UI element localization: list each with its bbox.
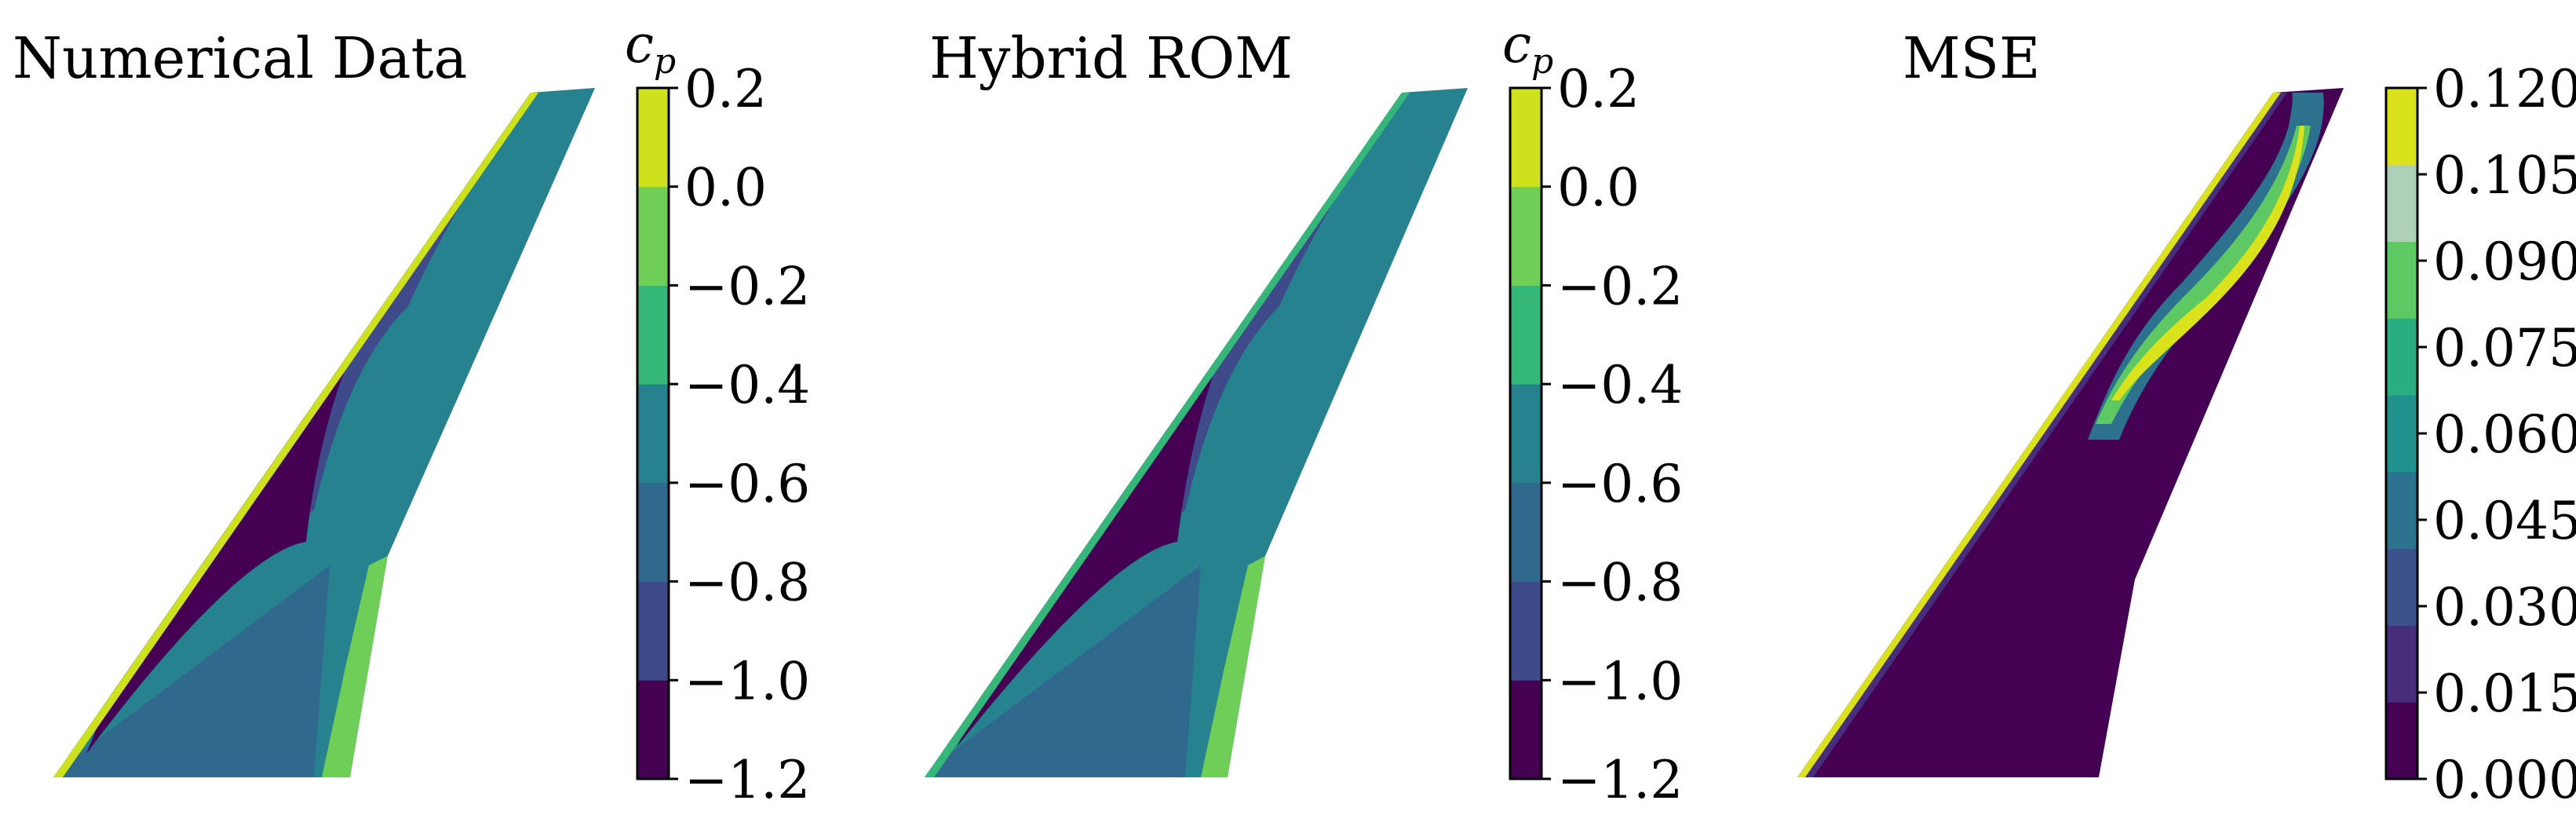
colorbar-tick-label: 0.090: [2433, 232, 2576, 292]
colorbar-level-2: [1510, 482, 1542, 583]
panel-title-numerical-data: Numerical Data: [13, 25, 468, 91]
colorbar-level-0: [1510, 680, 1542, 780]
contour-lower-band: [53, 565, 330, 777]
contour-leading-edge: [53, 93, 538, 777]
colorbar-level-2: [637, 482, 669, 583]
contour-error-ridge-peak: [2111, 126, 2304, 400]
colorbar-tick-label: −0.2: [684, 256, 810, 316]
colorbar-level-2: [2386, 548, 2417, 626]
colorbar-level-1: [1510, 581, 1542, 681]
colorbar-tick-label: −0.4: [1557, 355, 1683, 415]
colorbar-tick-label: 0.0: [684, 158, 767, 218]
colorbar-level-5: [637, 186, 669, 286]
colorbar-level-4: [2386, 395, 2417, 473]
colorbar-level-3: [637, 384, 669, 484]
contour-leading-edge-inner: [1805, 93, 2287, 777]
colorbar-label-cp-1: cp: [625, 14, 677, 82]
contour-trailing-edge: [322, 556, 388, 777]
contour-leading-edge: [925, 93, 1410, 777]
colorbar-level-6: [2386, 241, 2417, 319]
colorbar-hybrid-rom: 0.2 0.0 −0.2 −0.4 −0.6 −0.8 −1.0 −1.2: [1509, 59, 1683, 810]
colorbar-frame: [1509, 86, 1543, 780]
colorbar-level-6: [637, 88, 669, 188]
colorbar-tick-label: −0.2: [1557, 256, 1683, 316]
colorbar-numerical-data: 0.2 0.0 −0.2 −0.4 −0.6 −0.8 −1.0 −1.2: [636, 59, 810, 810]
colorbar-level-1: [637, 581, 669, 681]
colorbar-level-1: [2386, 625, 2417, 703]
colorbar-level-3: [1510, 384, 1542, 484]
colorbar-tick-label: −1.0: [1557, 651, 1683, 711]
colorbar-tick-label: −0.6: [684, 454, 810, 514]
panel-title-hybrid-rom: Hybrid ROM: [929, 25, 1293, 91]
colorbar-tick-label: −0.8: [684, 553, 810, 613]
colorbar-tick-label: 0.015: [2433, 663, 2576, 724]
colorbar-tick-label: 0.0: [1557, 158, 1640, 218]
wing-plot-numerical-data: [53, 88, 595, 777]
contour-lower-band: [925, 565, 1201, 777]
colorbar-tick-label: 0.120: [2433, 59, 2576, 119]
contour-error-ridge-mid: [2096, 126, 2311, 424]
contour-peak-suction: [958, 377, 1213, 746]
colorbar-tick-label: −1.2: [684, 750, 810, 810]
contour-leading-edge: [1797, 93, 2281, 777]
colorbar-level-0: [2386, 702, 2417, 780]
colorbar-tick-label: −1.2: [1557, 750, 1683, 810]
colorbar-mse: 0.120 0.105 0.090 0.075 0.060 0.045 0.030 0.015…: [2384, 59, 2576, 810]
wing-plot-mse: [1797, 88, 2344, 777]
colorbar-level-4: [637, 285, 669, 385]
contour-trailing-edge: [1201, 556, 1265, 777]
colorbar-tick-label: 0.045: [2433, 491, 2576, 551]
colorbar-tick-label: 0.105: [2433, 145, 2576, 206]
colorbar-tick-label: −1.0: [684, 651, 810, 711]
panel-title-mse: MSE: [1903, 25, 2041, 91]
wing-plot-hybrid-rom: [925, 88, 1468, 777]
contour-peak-suction: [86, 369, 345, 754]
colorbar-tick-label: 0.030: [2433, 577, 2576, 638]
colorbar-tick-label: −0.8: [1557, 553, 1683, 613]
colorbar-tick-label: 0.060: [2433, 404, 2576, 465]
colorbar-level-5: [1510, 186, 1542, 286]
colorbar-level-6: [1510, 88, 1542, 188]
colorbar-level-0: [637, 680, 669, 780]
contour-mid-chord: [353, 88, 595, 573]
colorbar-frame: [636, 86, 670, 780]
colorbar-level-4: [1510, 285, 1542, 385]
colorbar-level-8: [2386, 88, 2417, 166]
contour-base: [1797, 88, 2344, 777]
colorbar-tick-label: 0.075: [2433, 318, 2576, 378]
contour-mid-chord: [1224, 88, 1468, 573]
colorbar-tick-label: 0.2: [684, 59, 767, 119]
colorbar-level-5: [2386, 318, 2417, 396]
contour-base: [925, 88, 1468, 777]
colorbar-tick-label: −0.4: [684, 355, 810, 415]
colorbar-tick-label: −0.6: [1557, 454, 1683, 514]
colorbar-level-3: [2386, 471, 2417, 550]
colorbar-tick-label: 0.2: [1557, 59, 1640, 119]
colorbar-label-cp-2: cp: [1502, 14, 1554, 82]
colorbar-tick-label: 0.000: [2433, 750, 2576, 810]
colorbar-level-7: [2386, 164, 2417, 243]
